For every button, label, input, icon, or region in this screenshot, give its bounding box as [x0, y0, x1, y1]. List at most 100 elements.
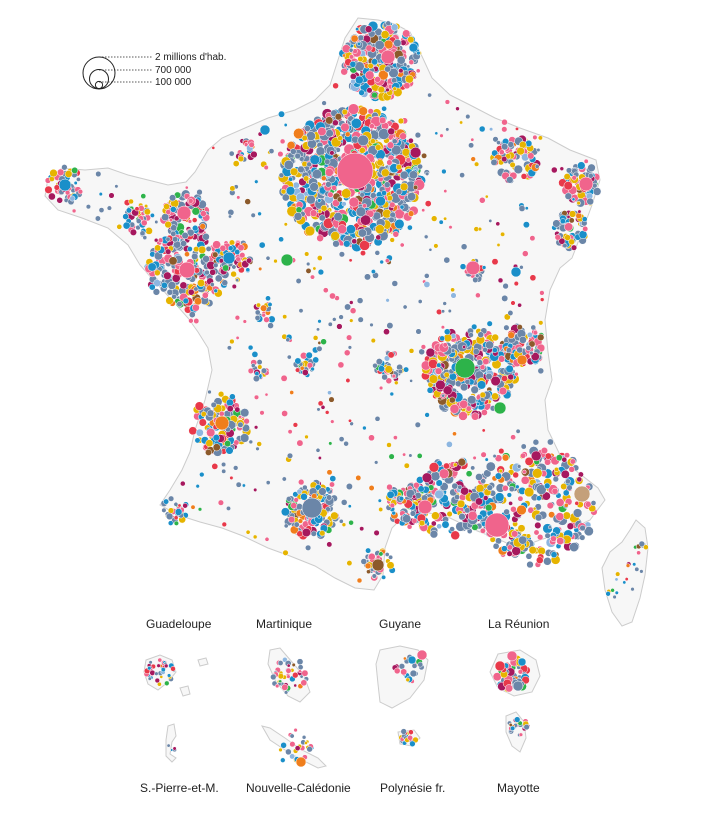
- commune-bubble: [632, 562, 637, 567]
- commune-bubble: [498, 149, 505, 156]
- commune-bubble: [338, 314, 344, 320]
- commune-bubble: [161, 507, 167, 513]
- commune-bubble: [472, 348, 480, 355]
- commune-bubble: [148, 660, 153, 665]
- commune-bubble: [399, 204, 405, 210]
- commune-bubble: [247, 344, 254, 351]
- commune-bubble: [527, 152, 535, 160]
- commune-bubble: [243, 418, 250, 425]
- commune-bubble: [173, 520, 179, 526]
- commune-bubble: [458, 411, 468, 421]
- commune-bubble: [454, 494, 461, 501]
- commune-bubble: [511, 530, 519, 538]
- commune-bubble: [402, 514, 412, 524]
- commune-bubble: [295, 278, 302, 284]
- commune-bubble: [280, 757, 286, 763]
- commune-bubble: [441, 393, 446, 398]
- commune-bubble: [250, 363, 256, 368]
- spm-outline: [165, 723, 177, 763]
- commune-bubble: [417, 499, 433, 515]
- commune-bubble: [367, 62, 374, 69]
- commune-bubble: [253, 394, 260, 400]
- commune-bubble: [317, 456, 322, 460]
- commune-bubble: [129, 228, 137, 236]
- commune-bubble: [442, 385, 453, 396]
- commune-bubble: [428, 358, 438, 369]
- commune-bubble: [154, 219, 159, 225]
- commune-bubble: [399, 132, 407, 140]
- commune-bubble: [525, 533, 532, 539]
- commune-bubble: [295, 503, 303, 511]
- commune-bubble: [254, 179, 259, 184]
- commune-bubble: [322, 287, 329, 294]
- commune-bubble: [559, 218, 566, 225]
- commune-bubble: [348, 54, 355, 60]
- commune-bubble: [333, 212, 343, 222]
- commune-bubble: [239, 433, 250, 443]
- commune-bubble: [348, 519, 354, 526]
- commune-bubble: [436, 362, 442, 368]
- commune-bubble: [293, 212, 303, 221]
- commune-bubble: [283, 222, 288, 227]
- commune-bubble: [342, 53, 347, 58]
- commune-bubble: [498, 355, 506, 363]
- commune-bubble: [180, 480, 186, 487]
- commune-bubble: [226, 345, 232, 351]
- commune-bubble: [304, 741, 308, 745]
- commune-bubble: [165, 209, 172, 215]
- commune-bubble: [296, 439, 304, 447]
- commune-bubble: [306, 746, 313, 753]
- commune-bubble: [516, 464, 522, 469]
- commune-bubble: [395, 188, 403, 196]
- commune-bubble: [459, 172, 465, 178]
- commune-bubble: [306, 161, 312, 168]
- commune-bubble: [475, 292, 481, 299]
- commune-bubble: [329, 481, 335, 488]
- commune-bubble: [564, 192, 572, 200]
- commune-bubble: [344, 131, 351, 138]
- commune-bubble: [506, 650, 518, 662]
- commune-bubble: [453, 462, 458, 468]
- commune-bubble: [563, 502, 569, 508]
- commune-bubble: [44, 185, 53, 194]
- commune-bubble: [321, 175, 327, 182]
- commune-bubble: [362, 203, 368, 209]
- commune-bubble: [228, 150, 235, 157]
- commune-bubble: [508, 722, 513, 727]
- commune-bubble: [292, 672, 299, 679]
- commune-bubble: [550, 551, 558, 559]
- commune-bubble: [389, 391, 395, 397]
- commune-bubble: [245, 529, 251, 535]
- commune-bubble: [345, 483, 353, 490]
- commune-bubble: [378, 385, 384, 391]
- commune-bubble: [374, 460, 379, 465]
- commune-bubble: [229, 475, 234, 480]
- commune-bubble: [289, 733, 295, 739]
- commune-bubble: [327, 191, 334, 198]
- commune-bubble: [260, 367, 268, 374]
- commune-bubble: [188, 318, 194, 324]
- commune-bubble: [122, 221, 131, 230]
- commune-bubble: [572, 508, 583, 518]
- commune-bubble: [446, 441, 453, 448]
- commune-bubble: [207, 389, 212, 395]
- commune-bubble: [234, 249, 241, 255]
- commune-bubble: [430, 471, 441, 482]
- commune-bubble: [306, 261, 311, 267]
- commune-bubble: [448, 396, 456, 404]
- commune-bubble: [280, 507, 290, 517]
- commune-bubble: [507, 373, 514, 381]
- commune-bubble: [491, 333, 499, 342]
- commune-bubble: [391, 280, 399, 287]
- commune-bubble: [199, 223, 206, 230]
- commune-bubble: [459, 120, 464, 125]
- commune-bubble: [378, 128, 390, 140]
- commune-bubble: [400, 728, 407, 735]
- commune-bubble: [250, 212, 256, 218]
- commune-bubble: [421, 208, 426, 213]
- commune-bubble: [229, 185, 236, 192]
- commune-bubble: [114, 184, 119, 189]
- commune-bubble: [300, 679, 308, 687]
- commune-bubble: [286, 496, 292, 502]
- commune-bubble: [257, 211, 262, 217]
